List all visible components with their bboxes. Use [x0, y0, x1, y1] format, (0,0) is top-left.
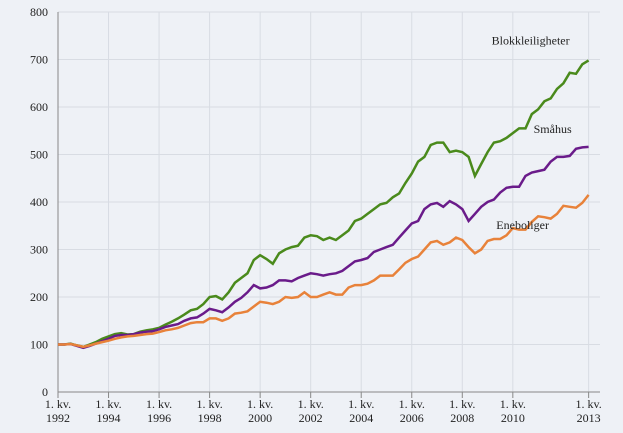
x-tick-label: 1. kv. 2000 [247, 397, 273, 425]
x-tick-label: 1. kv. 2010 [500, 397, 526, 425]
x-tick-label: 1. kv. 1992 [45, 397, 71, 425]
y-tick-label: 400 [30, 195, 48, 209]
series-label: Blokkleiligheter [492, 33, 570, 47]
x-tick-label: 1. kv. 2013 [576, 397, 602, 425]
y-tick-label: 200 [30, 290, 48, 304]
x-tick-label: 1. kv. 2006 [399, 397, 425, 425]
x-tick-label: 1. kv. 1996 [146, 397, 172, 425]
x-tick-label: 1. kv. 2004 [348, 397, 374, 425]
x-tick-label: 1. kv. 1994 [95, 397, 121, 425]
y-tick-label: 700 [30, 53, 48, 67]
y-tick-label: 600 [30, 100, 48, 114]
y-tick-label: 500 [30, 148, 48, 162]
x-tick-label: 1. kv. 1998 [196, 397, 222, 425]
line-series [58, 59, 590, 349]
line-series [58, 145, 589, 350]
line-series [58, 194, 590, 349]
series-label: Eneboliger [496, 218, 549, 232]
y-tick-label: 0 [42, 385, 48, 399]
y-tick-label: 800 [30, 5, 48, 19]
x-tick-label: 1. kv. 2002 [298, 397, 324, 425]
y-tick-label: 300 [30, 243, 48, 257]
x-tick-label: 1. kv. 2008 [449, 397, 475, 425]
y-tick-label: 100 [30, 338, 48, 352]
series-label: Småhus [534, 122, 572, 136]
